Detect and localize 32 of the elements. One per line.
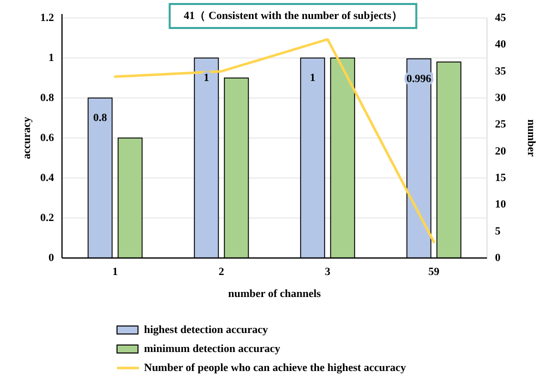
- x-tick-label: 2: [218, 266, 225, 278]
- data-label: 1: [310, 72, 316, 84]
- y2-axis-title: number: [525, 119, 537, 157]
- line-series: [114, 38, 436, 244]
- y-tick-label: 0.2: [40, 212, 54, 224]
- x-tick-label: 1: [112, 266, 118, 278]
- y2-tick-label: 10: [495, 198, 506, 211]
- y-tick-label: 0.4: [40, 172, 54, 184]
- y-tick-label: 1: [48, 52, 54, 64]
- x-tick-label: 59: [428, 266, 440, 278]
- y-axis-title: accuracy: [21, 116, 33, 160]
- y-tick-label: 1.2: [40, 12, 54, 24]
- legend-label: minimum detection accuracy: [144, 343, 281, 355]
- y2-tick-label: 35: [495, 65, 506, 78]
- y2-tick-label: 40: [495, 38, 506, 51]
- y2-tick-label: 15: [495, 172, 506, 184]
- legend-label: highest detection accuracy: [144, 324, 269, 336]
- data-label: 1: [204, 72, 210, 84]
- y2-tick-label: 0: [495, 252, 501, 264]
- x-tick-label: 3: [324, 266, 331, 278]
- y2-tick-label: 45: [495, 12, 506, 24]
- y2-tick-label: 5: [495, 225, 501, 238]
- annotation: 41（ Consistent with the number of subjects）: [184, 10, 402, 22]
- y2-tick-label: 20: [495, 145, 506, 158]
- y-tick-label: 0.8: [40, 92, 54, 104]
- y2-tick-label: 25: [495, 118, 506, 131]
- y-tick-label: 0.6: [40, 132, 54, 144]
- data-label: 0.8: [93, 112, 108, 124]
- legend-label: Number of people who can achieve the highest accuracy: [144, 362, 406, 374]
- y2-tick-label: 30: [495, 92, 506, 104]
- x-axis-title: number of channels: [228, 288, 322, 300]
- y-tick-label: 0: [48, 252, 54, 264]
